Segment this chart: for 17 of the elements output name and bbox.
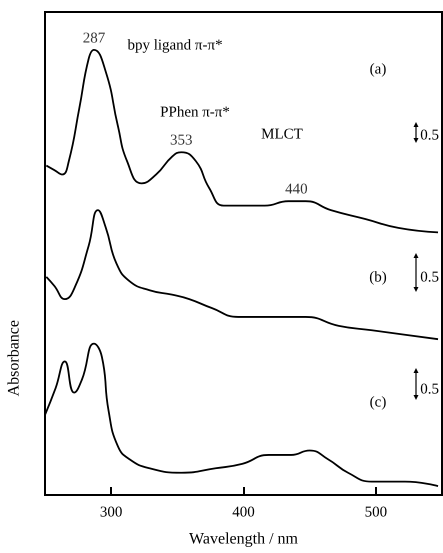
- annotation: (c): [370, 394, 386, 410]
- annotation: 287: [82, 30, 106, 46]
- annotation: 0.5: [420, 128, 439, 144]
- x-tick-label: 400: [232, 504, 255, 520]
- annotation: 353: [170, 132, 193, 149]
- annotation: 440: [285, 182, 308, 198]
- annotation: 0.5: [420, 270, 439, 286]
- annotation: PPhen π-π*: [160, 104, 230, 120]
- annotation: 0.5: [420, 382, 439, 398]
- x-tick-label: 300: [100, 504, 122, 520]
- x-tick-label: 500: [364, 504, 388, 520]
- x-axis-title: Wavelength / nm: [189, 530, 299, 548]
- annotation: (a): [370, 62, 386, 78]
- annotation: bpy ligand π-π*: [127, 38, 223, 54]
- y-axis-title: Absorbance: [6, 320, 22, 396]
- annotation: (b): [369, 270, 387, 286]
- annotation: MLCT: [261, 126, 303, 142]
